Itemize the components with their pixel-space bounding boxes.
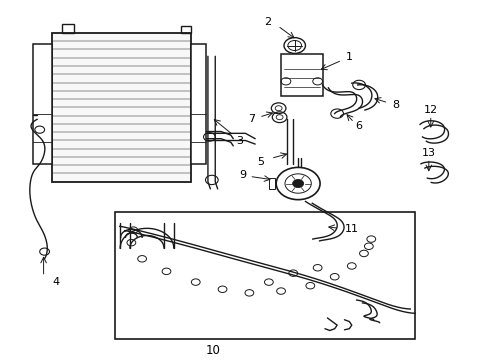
Text: 4: 4 [52, 277, 59, 287]
Bar [33, 44, 52, 164]
Bar [181, 26, 190, 33]
Text: 2: 2 [264, 17, 271, 27]
Text: 12: 12 [423, 105, 437, 115]
Text: 11: 11 [344, 224, 358, 234]
Text: 10: 10 [205, 345, 220, 357]
Text: 1: 1 [345, 51, 352, 62]
Bar [268, 178, 274, 189]
Bar [61, 24, 74, 33]
Bar [190, 44, 206, 164]
Bar [52, 33, 190, 182]
Text: 8: 8 [391, 100, 398, 110]
Text: 3: 3 [236, 135, 243, 145]
Text: 9: 9 [239, 170, 246, 180]
Text: 5: 5 [257, 157, 264, 167]
Text: 13: 13 [421, 148, 435, 158]
Bar [281, 54, 322, 96]
Bar [115, 212, 414, 339]
Text: 7: 7 [248, 114, 255, 124]
Text: 6: 6 [355, 121, 362, 131]
Circle shape [292, 180, 303, 188]
